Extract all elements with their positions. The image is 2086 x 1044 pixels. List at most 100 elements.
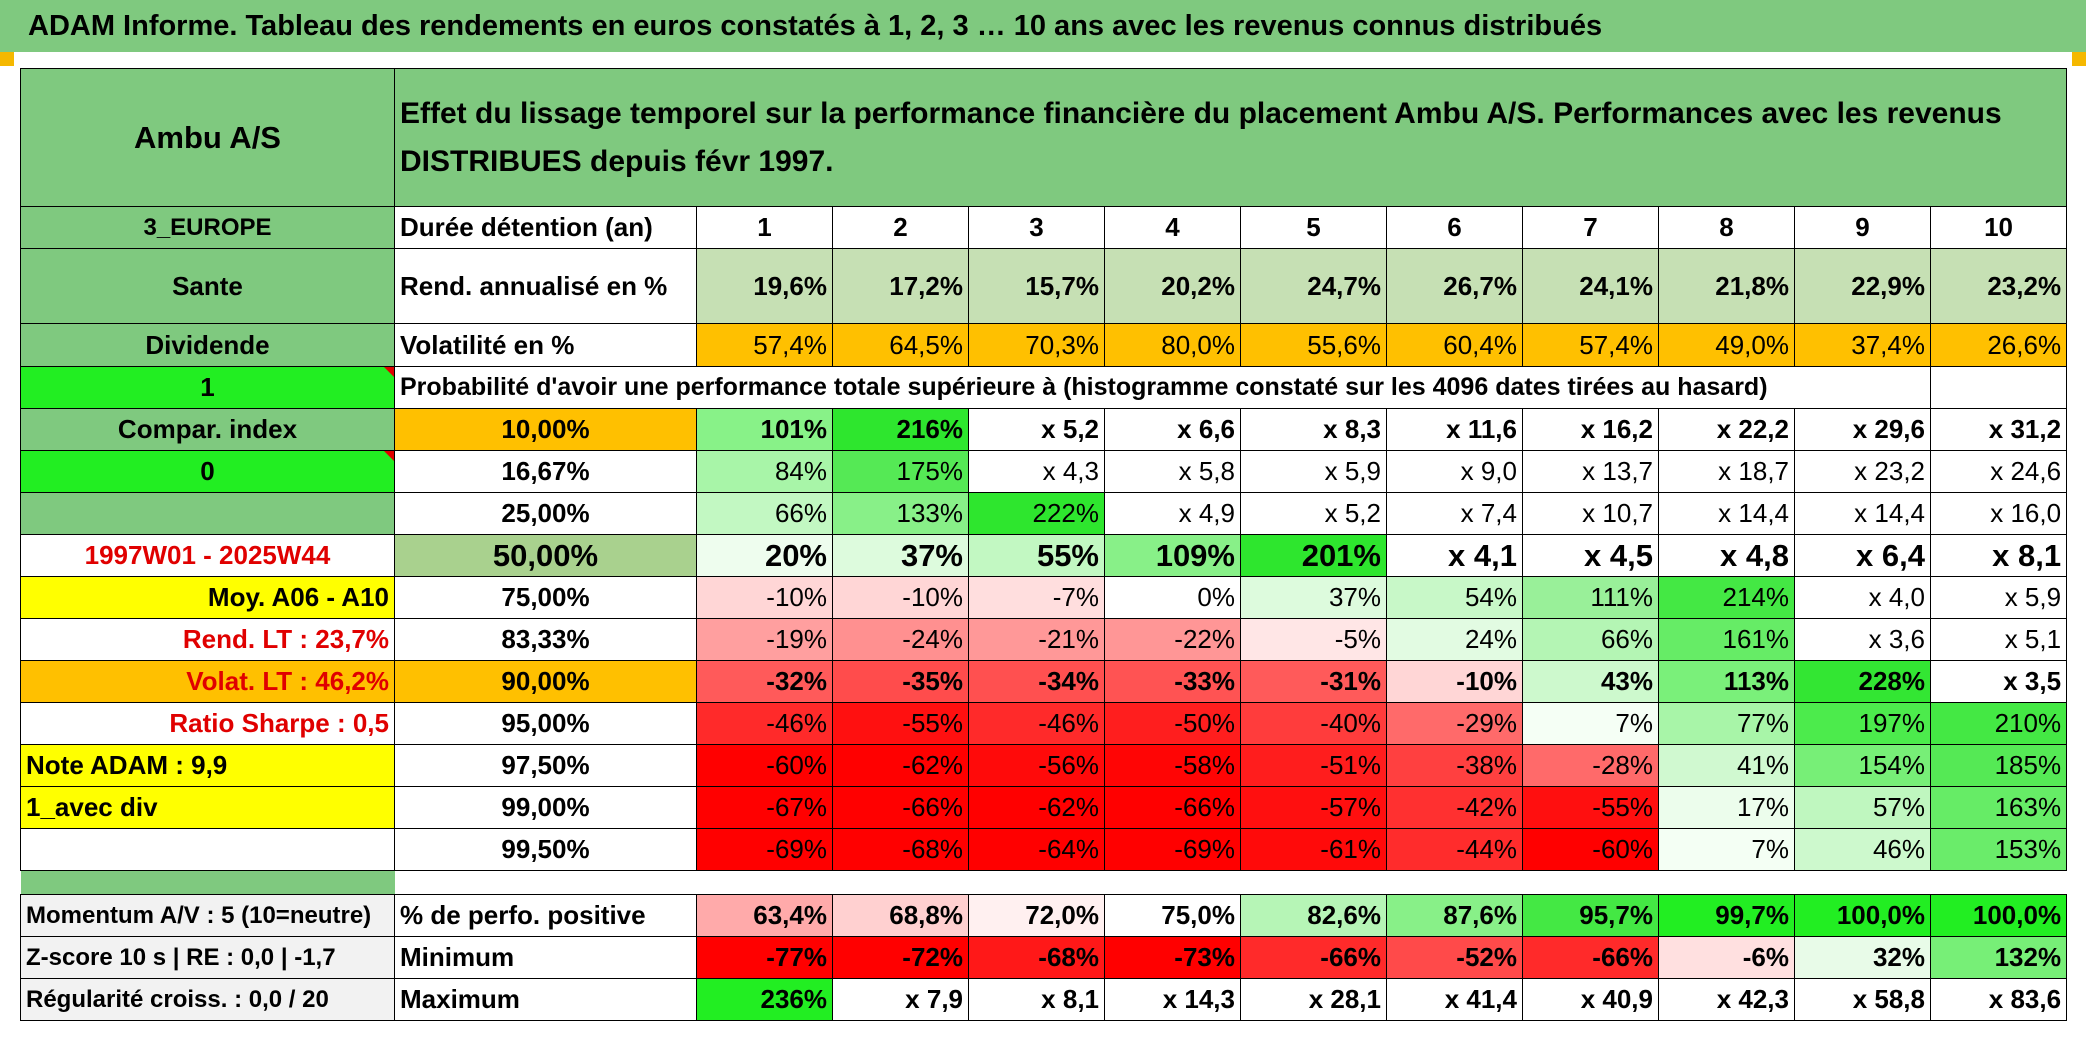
side-label: Volat. LT : 46,2%: [20, 660, 395, 703]
prob-cell: x 6,6: [1104, 408, 1241, 451]
asset-name: Ambu A/S: [20, 68, 395, 207]
prob-cell: -69%: [696, 828, 833, 871]
prob-cell: 24%: [1386, 618, 1523, 661]
prob-cell: 175%: [832, 450, 969, 493]
prob-cell: 54%: [1386, 576, 1523, 619]
side-label: 1997W01 - 2025W44: [20, 534, 395, 577]
side-label: Note ADAM : 9,9: [20, 744, 395, 787]
prob-cell: 109%: [1104, 534, 1241, 577]
one-value: 1: [20, 366, 395, 409]
side-label: Moy. A06 - A10: [20, 576, 395, 619]
prob-cell: -34%: [968, 660, 1105, 703]
prob-cell: x 3,6: [1794, 618, 1931, 661]
prob-cell: x 4,0: [1794, 576, 1931, 619]
footer-cell: x 8,1: [968, 978, 1105, 1021]
prob-cell: -66%: [832, 786, 969, 829]
prob-cell: -21%: [968, 618, 1105, 661]
prob-cell: 111%: [1522, 576, 1659, 619]
probability-threshold: 75,00%: [394, 576, 697, 619]
prob-cell: x 18,7: [1658, 450, 1795, 493]
prob-cell: x 4,1: [1386, 534, 1523, 577]
footer-cell: 63,4%: [696, 894, 833, 937]
prob-cell: -67%: [696, 786, 833, 829]
side-label: Ratio Sharpe : 0,5: [20, 702, 395, 745]
prob-cell: x 23,2: [1794, 450, 1931, 493]
prob-cell: x 5,9: [1929, 576, 2068, 619]
prob-cell: -50%: [1104, 702, 1241, 745]
prob-cell: -29%: [1386, 702, 1523, 745]
vol-cell: 60,4%: [1386, 323, 1523, 367]
prob-cell: -5%: [1240, 618, 1387, 661]
prob-cell: -44%: [1386, 828, 1523, 871]
prob-cell: -31%: [1240, 660, 1387, 703]
corner-marker: [2072, 52, 2086, 66]
prob-cell: 161%: [1658, 618, 1795, 661]
prob-title: Probabilité d'avoir une performance tota…: [394, 366, 1931, 409]
spacer-row: [20, 870, 2067, 895]
prob-cell: -46%: [968, 702, 1105, 745]
prob-cell: -19%: [696, 618, 833, 661]
rend-cell: 21,8%: [1658, 248, 1795, 324]
prob-cell: x 13,7: [1522, 450, 1659, 493]
footer-label: Maximum: [394, 978, 697, 1021]
vol-cell: 26,6%: [1929, 323, 2068, 367]
footer-cell: x 40,9: [1522, 978, 1659, 1021]
probability-threshold: 83,33%: [394, 618, 697, 661]
performance-table: Ambu A/S Effet du lissage temporel sur l…: [20, 68, 2068, 1021]
prob-cell: x 9,0: [1386, 450, 1523, 493]
side-label: 1_avec div: [20, 786, 395, 829]
probability-threshold: 10,00%: [394, 408, 697, 451]
prob-cell: x 16,2: [1522, 408, 1659, 451]
probability-threshold: 97,50%: [394, 744, 697, 787]
footer-cell: x 42,3: [1658, 978, 1795, 1021]
rend-cell: 15,7%: [968, 248, 1105, 324]
side-label: [20, 828, 395, 871]
prob-cell: x 16,0: [1929, 492, 2068, 535]
footer-cell: -66%: [1522, 936, 1659, 979]
vol-cell: 57,4%: [696, 323, 833, 367]
prob-cell: x 7,4: [1386, 492, 1523, 535]
prob-cell: -40%: [1240, 702, 1387, 745]
probability-threshold: 50,00%: [394, 534, 697, 577]
prob-cell: -62%: [968, 786, 1105, 829]
prob-cell: -24%: [832, 618, 969, 661]
prob-row: 1997W01 - 2025W44 50,00% 20% 37% 55% 109% 201%…: [20, 534, 2068, 577]
prob-row: Volat. LT : 46,2% 90,00% -32% -35% -34% -33% -…: [20, 660, 2068, 703]
footer-cell: x 83,6: [1929, 978, 2068, 1021]
footer-cell: 32%: [1794, 936, 1931, 979]
prob-cell: 101%: [696, 408, 833, 451]
prob-row: Rend. LT : 23,7% 83,33% -19% -24% -21% -22% -5…: [20, 618, 2068, 661]
side-label: Rend. LT : 23,7%: [20, 618, 395, 661]
footer-cell: 72,0%: [968, 894, 1105, 937]
prob-cell: -55%: [1522, 786, 1659, 829]
prob-cell: x 8,1: [1929, 534, 2068, 577]
prob-cell: x 4,9: [1104, 492, 1241, 535]
page-title: ADAM Informe. Tableau des rendements en …: [0, 0, 2086, 52]
prob-cell: x 22,2: [1658, 408, 1795, 451]
footer-cell: -77%: [696, 936, 833, 979]
footer-cell: 132%: [1929, 936, 2068, 979]
prob-cell: -22%: [1104, 618, 1241, 661]
prob-cell: -38%: [1386, 744, 1523, 787]
prob-cell: 113%: [1658, 660, 1795, 703]
prob-cell: 66%: [1522, 618, 1659, 661]
footer-cell: x 28,1: [1240, 978, 1387, 1021]
prob-cell: 133%: [832, 492, 969, 535]
footer-cell: -66%: [1240, 936, 1387, 979]
prob-cell: -28%: [1522, 744, 1659, 787]
prob-cell: 43%: [1522, 660, 1659, 703]
prob-cell: -35%: [832, 660, 969, 703]
prob-cell: -68%: [832, 828, 969, 871]
prob-cell: 66%: [696, 492, 833, 535]
rend-cell: 19,6%: [696, 248, 833, 324]
footer-cell: 236%: [696, 978, 833, 1021]
prob-row: Note ADAM : 9,9 97,50% -60% -62% -56% -58% -51…: [20, 744, 2068, 787]
prob-cell: -62%: [832, 744, 969, 787]
footer-cell: -68%: [968, 936, 1105, 979]
prob-cell: 0%: [1104, 576, 1241, 619]
side-label: Compar. index: [20, 408, 395, 451]
header-row: Ambu A/S Effet du lissage temporel sur l…: [20, 68, 2068, 207]
prob-cell: -55%: [832, 702, 969, 745]
prob-row: Moy. A06 - A10 75,00% -10% -10% -7% 0% 37% 54% 1…: [20, 576, 2068, 619]
